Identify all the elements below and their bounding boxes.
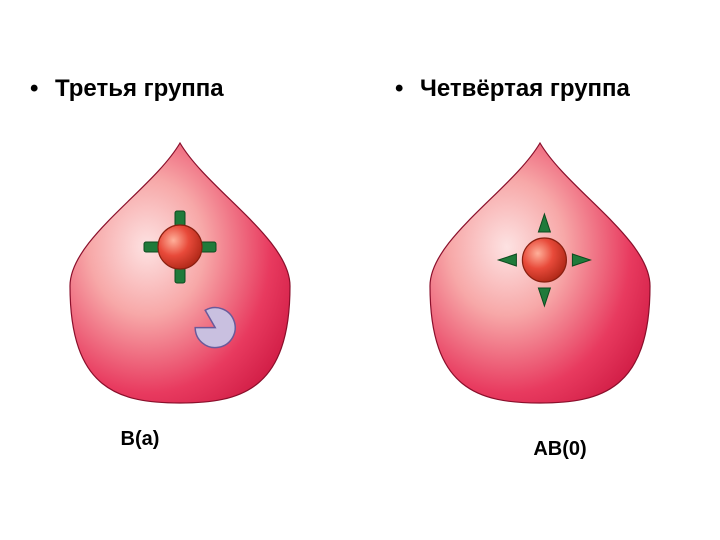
left-heading: Третья группа [0, 75, 224, 103]
right-panel: Четвёртая группа АВ(0) [360, 0, 720, 540]
right-drop-figure [415, 133, 665, 413]
left-caption: В(а) [121, 428, 160, 451]
left-drop-figure [55, 133, 305, 413]
blood-drop-right-svg [415, 133, 665, 413]
blood-drop-left-svg [55, 133, 305, 413]
right-caption: АВ(0) [533, 438, 586, 461]
diagram-container: Третья группа В(а) Четвёртая группа АВ(0… [0, 0, 720, 540]
left-panel: Третья группа В(а) [0, 0, 360, 540]
right-heading: Четвёртая группа [360, 75, 630, 103]
